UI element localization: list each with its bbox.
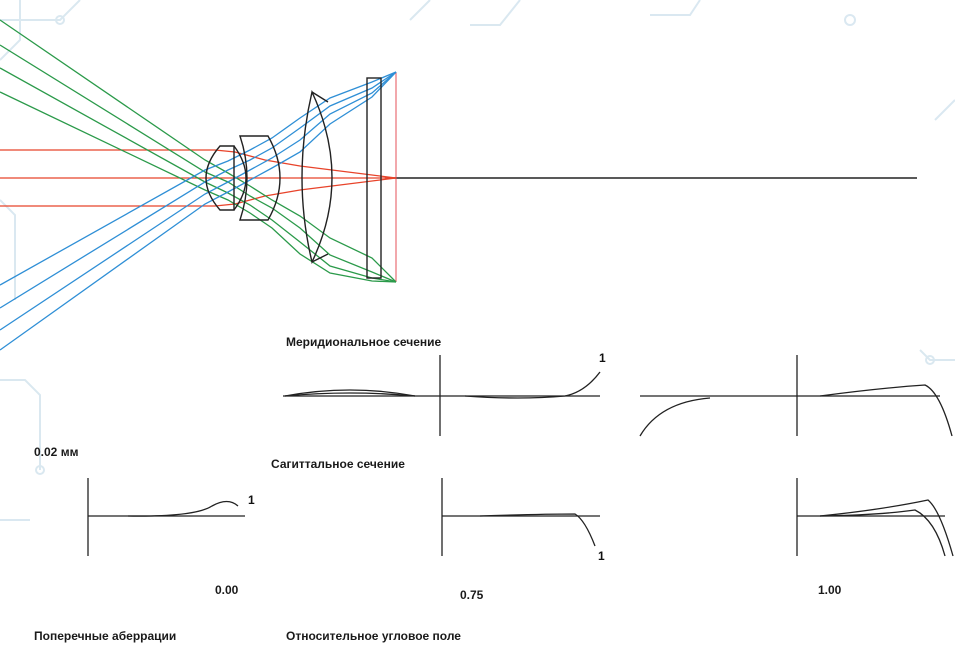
sagittal-curve [479, 513, 596, 547]
lens-1b [233, 145, 247, 211]
field-value-1.00: 1.00 [818, 583, 842, 597]
sagittal-curve-b [819, 509, 946, 557]
transverse-aberrations-caption: Поперечные аберрации [34, 629, 177, 643]
lens-1 [205, 145, 235, 211]
meridional-curve-c [464, 371, 601, 399]
meridional-marker-1: 1 [599, 351, 606, 365]
sagittal-plot-1.00 [796, 478, 954, 557]
meridional-curve-right [819, 384, 953, 437]
sagittal-mid-marker-1: 1 [598, 549, 605, 563]
meridional-plot-1.00 [639, 355, 953, 437]
meridional-section-title: Меридиональное сечение [286, 335, 442, 349]
meridional-curve-b [284, 392, 416, 397]
lens-2 [239, 135, 281, 221]
meridional-curve-a [284, 389, 416, 397]
meridional-plot-0.75 [283, 355, 601, 436]
relative-angular-field-caption: Относительное угловое поле [286, 629, 461, 643]
scale-label: 0.02 мм [34, 445, 79, 459]
lens-elements [205, 77, 382, 279]
field-value-0.00: 0.00 [215, 583, 239, 597]
sagittal-left-marker-1: 1 [248, 493, 255, 507]
ray-bundle-blue [0, 71, 397, 351]
meridional-curve-left [639, 397, 711, 437]
ray-bundle-green [0, 19, 397, 283]
sagittal-plot-0.00 [87, 478, 245, 556]
field-value-0.75: 0.75 [460, 588, 484, 602]
aberration-plots [87, 355, 954, 557]
sagittal-curve [127, 500, 239, 517]
sagittal-curve-a [819, 499, 954, 557]
sagittal-plot-0.75 [441, 478, 600, 556]
optical-layout [0, 19, 917, 351]
lens-4-plate [366, 77, 382, 279]
lens-3-edge [311, 91, 329, 263]
sagittal-section-title: Сагиттальное сечение [271, 457, 405, 471]
circuit-background-pattern [0, 0, 955, 521]
